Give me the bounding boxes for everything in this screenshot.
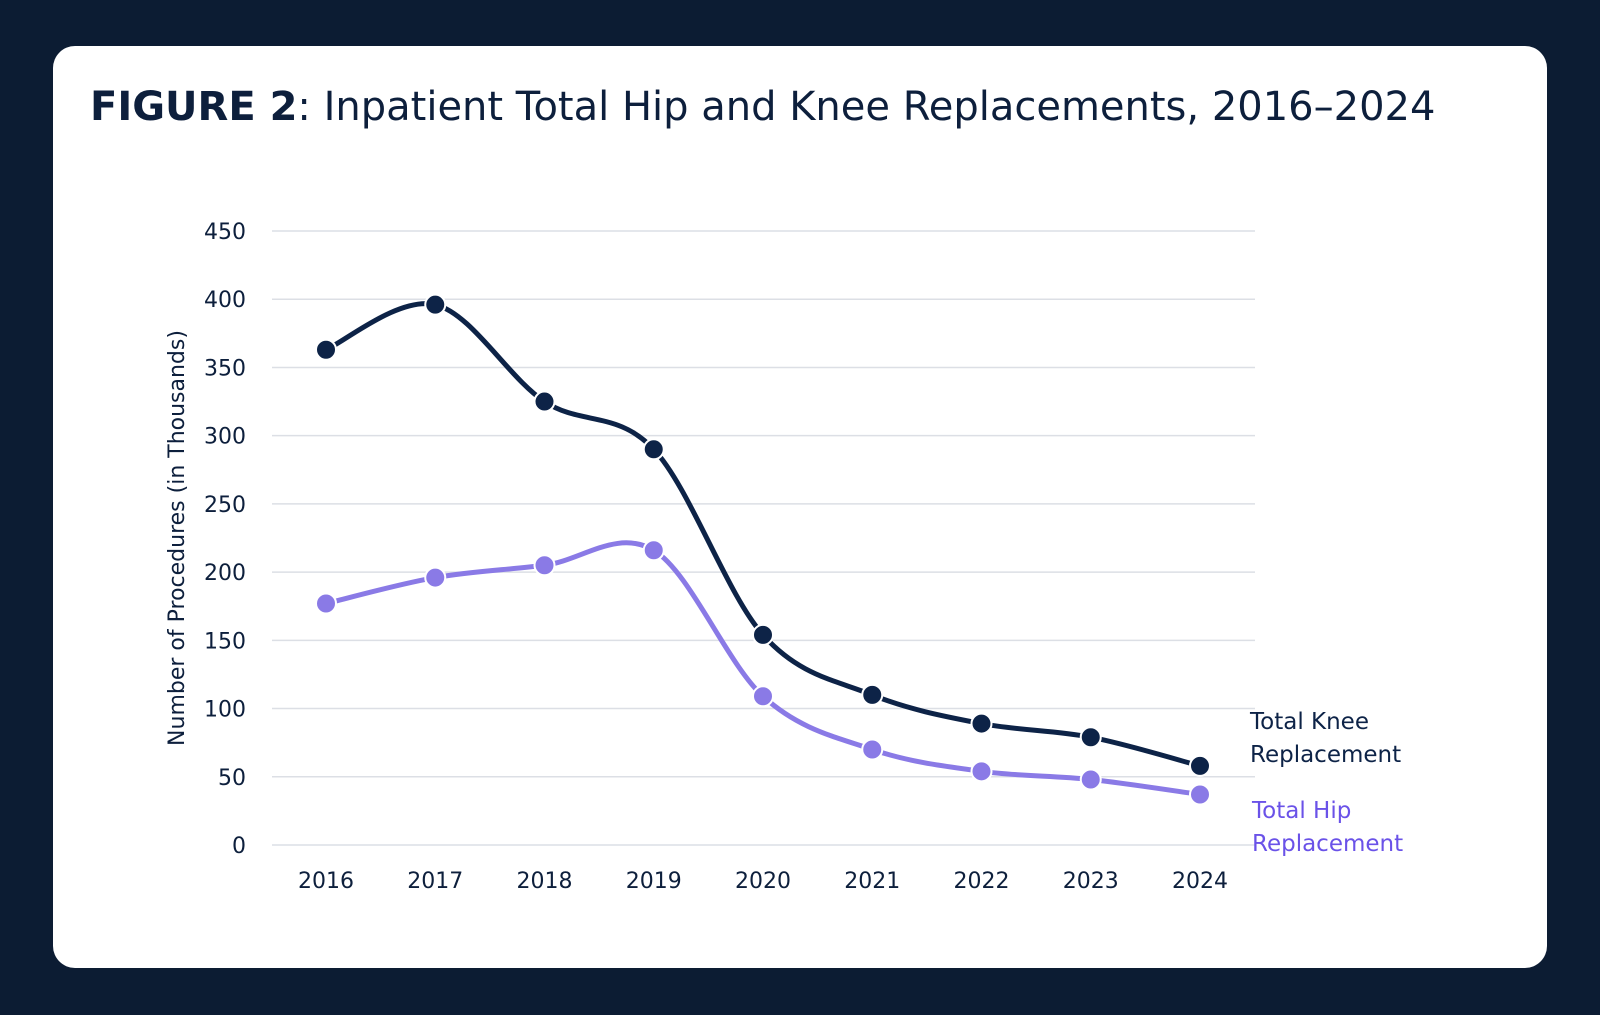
- gridlines: [272, 230, 1255, 846]
- data-point: [642, 539, 665, 562]
- y-tick-label: 100: [204, 698, 246, 723]
- data-point: [752, 685, 774, 708]
- figure-title: FIGURE 2: Inpatient Total Hip and Knee R…: [90, 84, 1560, 130]
- y-axis-label: Number of Procedures (in Thousands): [165, 330, 190, 746]
- y-tick-label: 150: [204, 629, 246, 654]
- x-tick-label: 2022: [954, 869, 1010, 894]
- data-point: [315, 592, 337, 615]
- y-tick-label: 50: [218, 766, 246, 791]
- y-tick-label: 350: [204, 356, 246, 381]
- data-point: [1189, 754, 1211, 777]
- series-line-total-hip-replacement: [323, 540, 1203, 798]
- data-point: [424, 293, 447, 316]
- x-axis-ticks: 2016 2017 2018 2019 2020 2021 2022 2023 2024: [298, 869, 1228, 894]
- data-point: [424, 566, 447, 589]
- x-tick-label: 2021: [844, 869, 900, 894]
- y-tick-label: 400: [204, 288, 246, 313]
- x-tick-label: 2016: [298, 869, 354, 894]
- data-point: [1079, 726, 1102, 749]
- data-point: [861, 738, 884, 761]
- x-tick-label: 2023: [1063, 869, 1119, 894]
- figure-card: [53, 46, 1547, 968]
- data-point: [970, 760, 993, 783]
- data-point: [533, 554, 556, 577]
- x-tick-label: 2020: [735, 869, 791, 894]
- series-total-knee-replacement: [315, 293, 1211, 777]
- x-tick-label: 2017: [407, 869, 463, 894]
- y-tick-label: 0: [232, 834, 246, 859]
- y-tick-label: 450: [204, 220, 246, 245]
- y-tick-label: 200: [204, 561, 246, 586]
- series-labels: Total Knee Replacement Total Hip Replacemen…: [1249, 709, 1403, 857]
- y-tick-label: 300: [204, 425, 246, 450]
- series-total-hip-replacement: [315, 539, 1211, 806]
- series-label-total-hip-replacement: Total Hip Replacement: [1251, 798, 1403, 857]
- data-point: [533, 390, 556, 413]
- series-lines: [315, 293, 1211, 806]
- data-point: [1189, 783, 1211, 806]
- data-point: [970, 712, 993, 735]
- x-tick-label: 2019: [626, 869, 682, 894]
- data-point: [642, 438, 665, 461]
- series-label-total-knee-replacement: Total Knee Replacement: [1249, 709, 1401, 768]
- data-point: [861, 683, 884, 706]
- figure-label: FIGURE 2: [90, 84, 298, 130]
- y-axis-ticks: 0 50 100 150 200 250 300 350 400 450: [204, 220, 246, 859]
- series-line-total-knee-replacement: [323, 301, 1203, 769]
- data-point: [315, 338, 337, 361]
- x-tick-label: 2024: [1172, 869, 1228, 894]
- figure-title-text: : Inpatient Total Hip and Knee Replaceme…: [297, 84, 1436, 130]
- data-point: [752, 623, 774, 646]
- y-tick-label: 250: [204, 493, 246, 518]
- x-tick-label: 2018: [517, 869, 573, 894]
- data-point: [1079, 768, 1102, 791]
